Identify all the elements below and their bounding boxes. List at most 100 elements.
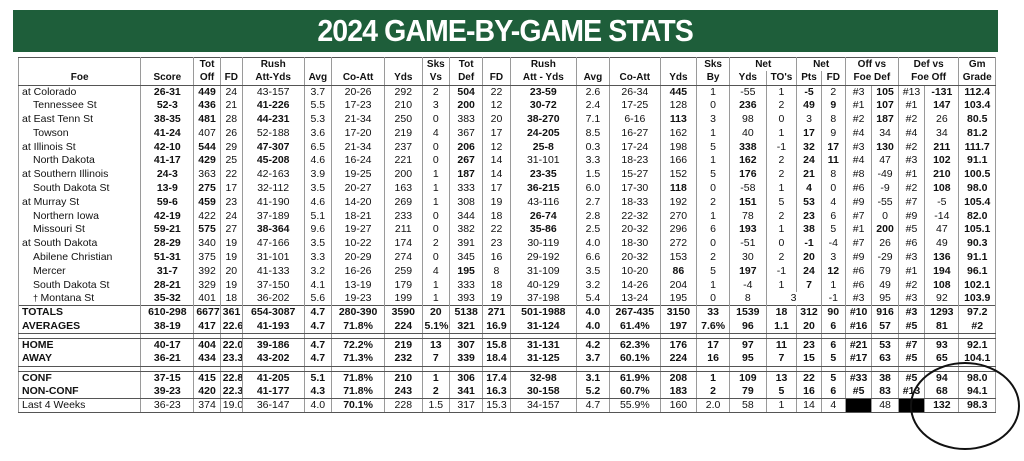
stat-cell: #3	[897, 250, 926, 265]
stat-cell: 0	[696, 98, 731, 113]
foe-cell: at East Tenn St	[17, 112, 142, 127]
foe-cell: at Murray St	[17, 195, 142, 210]
stat-cell: 30	[729, 250, 767, 265]
stat-cell: 174	[384, 236, 423, 251]
stat-cell: 383	[449, 112, 484, 127]
stat-cell: 33	[696, 305, 731, 320]
stat-cell: 4.7	[303, 319, 333, 334]
stat-cell: 47	[924, 223, 960, 237]
stat-cell: -49	[871, 167, 899, 182]
stat-cell: 109	[729, 371, 767, 385]
stat-cell: 71.8%	[331, 384, 386, 400]
stat-cell: 34	[924, 126, 960, 141]
stat-cell: 206	[449, 140, 484, 155]
stat-cell: 28-29	[140, 236, 195, 251]
stat-cell: 3	[765, 292, 822, 306]
stat-cell: #1	[897, 264, 926, 279]
stat-cell: 6	[820, 384, 846, 400]
stat-cell: 43-202	[241, 352, 305, 367]
stat-cell: 61.9%	[608, 371, 661, 385]
stat-cell: 62.3%	[608, 338, 661, 353]
stat-cell: 9.6	[303, 223, 333, 237]
dagger-mark: †	[33, 293, 41, 304]
foe-name: at South Dakota	[22, 237, 98, 250]
stat-cell: 3.3	[303, 250, 333, 265]
stat-cell: 610-298	[140, 305, 195, 320]
stat-cell: 52-188	[241, 126, 305, 141]
stat-cell: 4	[421, 126, 451, 141]
stat-cell: 2	[765, 209, 798, 224]
stat-cell: 30-72	[509, 98, 577, 113]
stat-cell: 2.4	[575, 98, 610, 113]
stat-cell: 2.6	[575, 85, 610, 99]
stat-cell: 200	[384, 167, 423, 182]
stat-cell: 1293	[924, 305, 960, 320]
stat-cell: 71.8%	[331, 371, 386, 385]
stat-cell: 153	[659, 250, 698, 265]
stat-cell: 267	[449, 154, 484, 168]
game-row: at Southern Illinois 24-3 363 22 42-163 3.9 19…	[17, 167, 996, 182]
spacer-cell	[897, 366, 926, 372]
stat-cell: #8	[844, 167, 873, 182]
stat-cell: 2	[765, 154, 798, 168]
stat-cell: 2	[421, 384, 451, 400]
stat-cell: 14	[482, 154, 511, 168]
stat-cell: 1.5	[575, 167, 610, 182]
stat-cell: 5	[765, 195, 798, 210]
spacer-cell	[449, 333, 484, 339]
stat-cell: 501-1988	[509, 305, 577, 320]
stat-cell: -5	[796, 85, 822, 99]
stat-cell: #9	[844, 195, 873, 210]
header-cell: Tot	[449, 57, 484, 72]
stat-cell: 36-23	[140, 398, 195, 414]
stat-cell: 52-3	[140, 98, 195, 113]
stat-cell: 1	[421, 195, 451, 210]
stat-cell: 4	[820, 398, 846, 414]
foe-name: NON-CONF	[22, 384, 79, 397]
stat-cell: 0	[421, 154, 451, 168]
stat-cell: 6.5	[303, 140, 333, 155]
stat-cell: 340	[193, 236, 221, 251]
stat-cell: 187	[449, 167, 484, 182]
stat-cell: -1	[765, 264, 798, 279]
stat-cell: 81	[924, 319, 960, 334]
stat-cell: 1	[696, 371, 731, 385]
stat-cell: 59-6	[140, 195, 195, 210]
stat-cell: 31-101	[509, 154, 577, 168]
stat-cell: 96.1	[958, 264, 996, 279]
stat-cell: #7	[897, 338, 926, 353]
stat-cell: 79	[871, 264, 899, 279]
stat-cell: 31-125	[509, 352, 577, 367]
stat-cell: 17	[796, 126, 822, 141]
stat-cell: 72.2%	[331, 338, 386, 353]
stat-cell: 40	[729, 126, 767, 141]
spacer-cell	[241, 333, 305, 339]
stat-cell: 434	[193, 352, 221, 367]
stat-cell: 20	[796, 250, 822, 265]
stat-cell: 136	[924, 250, 960, 265]
stat-cell: 24-205	[509, 126, 577, 141]
stat-cell: 13-9	[140, 181, 195, 196]
table-body: at Colorado 26-31 449 24 43-157 3.7 20-26 292 2 5…	[17, 85, 996, 414]
stat-cell: #10	[844, 305, 873, 320]
stat-cell: 18	[482, 278, 511, 293]
stat-cell: 15-27	[608, 167, 661, 182]
stat-cell: #17	[844, 352, 873, 367]
stat-cell: 17	[482, 181, 511, 196]
stat-cell: 24	[219, 209, 243, 224]
stat-cell: 7	[796, 278, 822, 293]
stat-cell: 55.9%	[608, 398, 661, 414]
game-row: South Dakota St 13-9 275 17 32-112 3.5 20-27 16…	[17, 181, 996, 196]
stat-cell: 3.7	[303, 85, 333, 99]
header-cell	[219, 57, 243, 72]
stat-cell: #3	[897, 305, 926, 320]
spacer-cell	[384, 333, 423, 339]
stat-cell: -131	[924, 85, 960, 99]
stat-cell: 2.0	[696, 398, 731, 414]
stat-cell: 1	[696, 278, 731, 293]
stat-cell: 16.9	[482, 319, 511, 334]
stat-cell: 5138	[449, 305, 484, 320]
stat-cell: 2.7	[575, 195, 610, 210]
stat-cell: 28	[219, 112, 243, 127]
stat-cell: 1	[696, 154, 731, 168]
